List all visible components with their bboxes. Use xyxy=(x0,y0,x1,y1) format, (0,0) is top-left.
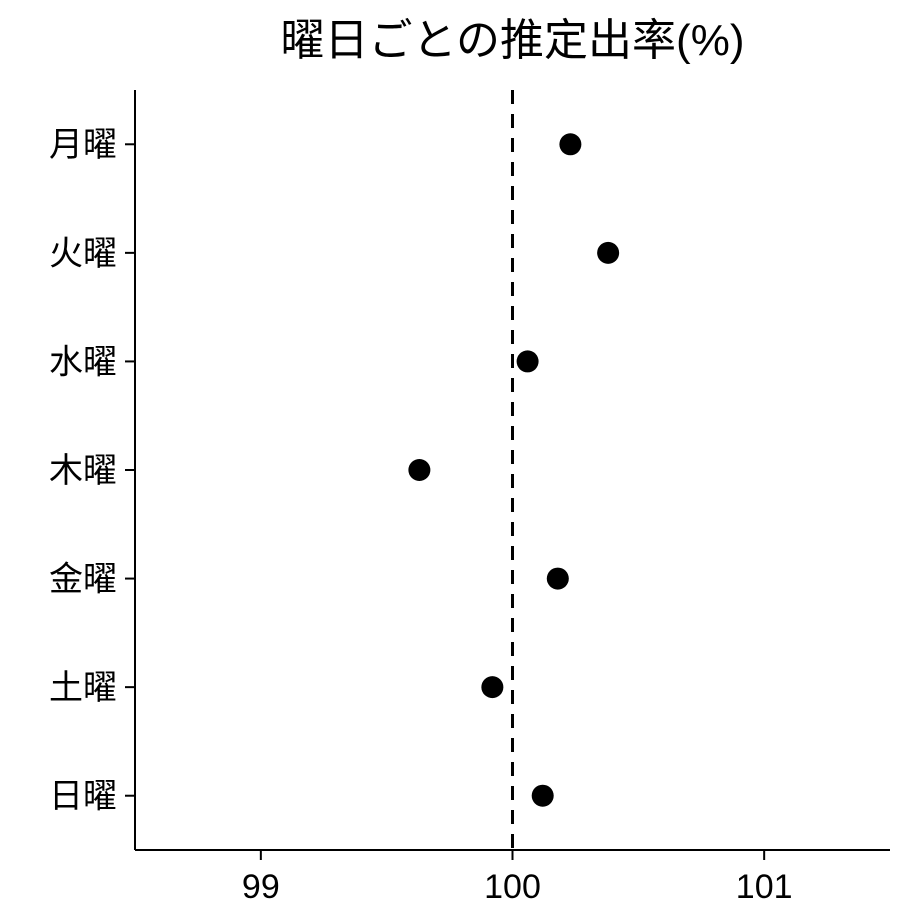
chart-container: 99 100 101 月曜火曜水曜木曜金曜土曜日曜 曜日ごとの推定出率(%) xyxy=(0,0,900,900)
y-tick-label: 日曜 xyxy=(49,778,117,816)
data-point xyxy=(532,785,554,807)
y-tick-label: 水曜 xyxy=(49,343,117,381)
chart-title: 曜日ごとの推定出率(%) xyxy=(281,16,745,65)
x-tick-label: 100 xyxy=(484,868,541,900)
data-point xyxy=(408,459,430,481)
x-tick-label: 101 xyxy=(736,868,793,900)
data-point xyxy=(517,350,539,372)
dot-plot-chart: 99 100 101 月曜火曜水曜木曜金曜土曜日曜 曜日ごとの推定出率(%) xyxy=(0,0,900,900)
data-point xyxy=(559,133,581,155)
data-point xyxy=(547,568,569,590)
y-tick-label: 金曜 xyxy=(49,560,117,598)
y-tick-label: 木曜 xyxy=(49,452,117,490)
y-tick-label: 火曜 xyxy=(49,235,117,273)
y-tick-label: 月曜 xyxy=(49,126,117,164)
y-tick-label: 土曜 xyxy=(49,669,117,707)
data-point xyxy=(597,242,619,264)
x-tick-label: 99 xyxy=(242,868,280,900)
data-point xyxy=(481,676,503,698)
